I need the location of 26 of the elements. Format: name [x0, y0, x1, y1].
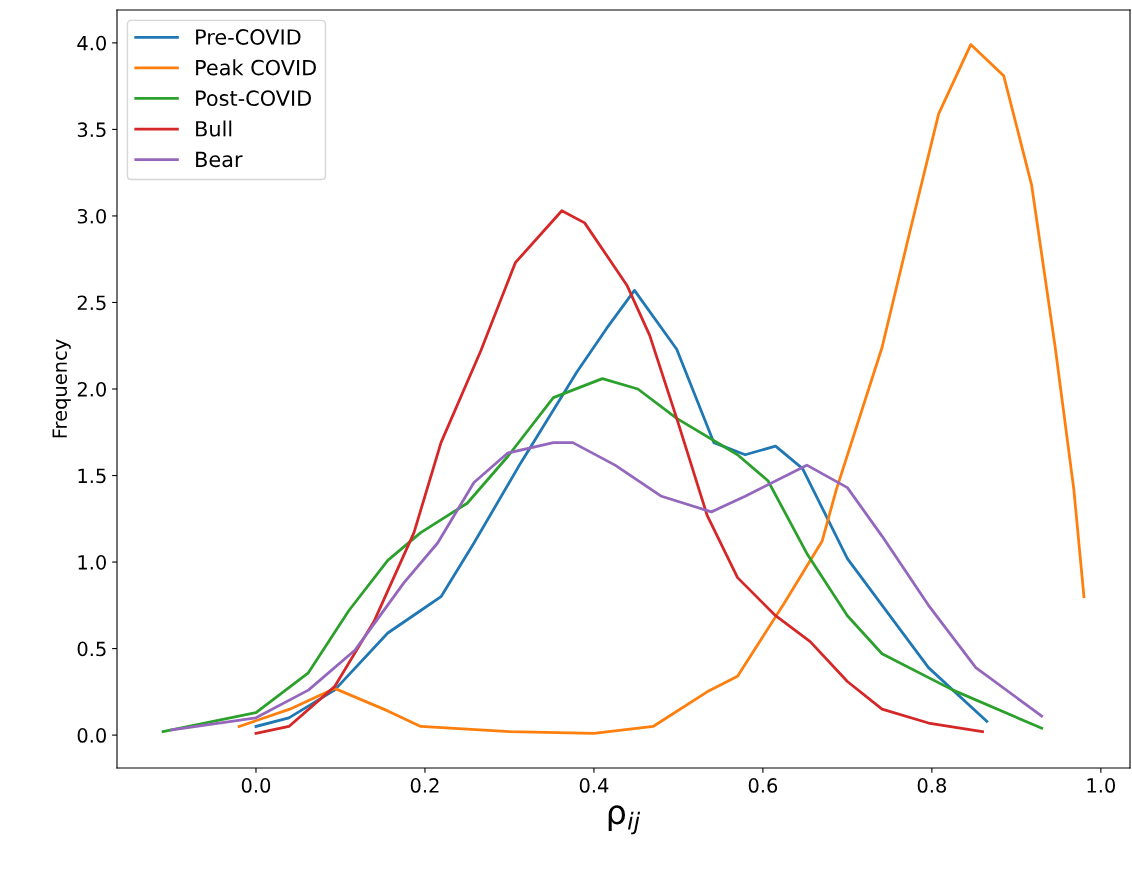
line-series — [254, 209, 984, 735]
line-series — [161, 377, 1044, 734]
line-series — [254, 288, 989, 728]
y-tick-label: 1.5 — [78, 468, 106, 484]
line-series — [170, 441, 1044, 732]
x-tick-label: 0.2 — [410, 778, 439, 793]
y-tick-label: 2.0 — [77, 381, 106, 397]
x-tick-label: 1.0 — [1087, 778, 1116, 793]
y-tick-label: 1.0 — [78, 555, 106, 570]
y-tick-label: 4.0 — [77, 35, 106, 51]
legend-label: Pre-COVID — [196, 29, 301, 45]
x-tick-label: 0.6 — [748, 778, 778, 793]
y-tick-label: 3.5 — [77, 122, 106, 138]
y-tick-label: 2.5 — [77, 295, 106, 311]
legend-label: Bull — [196, 120, 232, 137]
y-tick-label: 0.5 — [77, 641, 106, 657]
legend-label: Peak COVID — [196, 59, 316, 76]
y-axis-title: Frequency — [52, 339, 71, 438]
y-tick-label: 3.0 — [77, 208, 106, 224]
y-tick-label: 0.0 — [77, 728, 106, 743]
x-axis-title: ρ$_{ij}$ — [608, 805, 641, 835]
legend-label: Post-COVID — [196, 90, 311, 107]
x-tick-label: 0.0 — [241, 778, 271, 793]
x-tick-label: 0.8 — [917, 778, 947, 793]
x-tick-label: 0.4 — [579, 778, 609, 793]
legend-label: Bear — [196, 151, 243, 168]
